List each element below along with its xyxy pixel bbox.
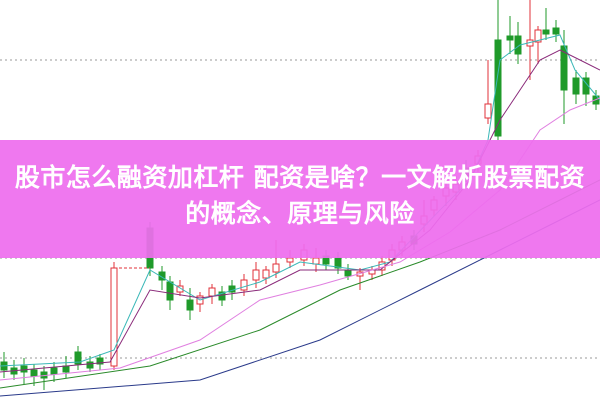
- candle-body: [494, 39, 502, 137]
- candle-body: [218, 291, 226, 301]
- article-title: 股市怎么融资加杠杆 配资是啥？一文解析股票配资的概念、原理与风险: [14, 163, 586, 228]
- candle-body: [74, 351, 82, 365]
- candle-body: [560, 45, 568, 91]
- candle-body: [262, 269, 270, 279]
- candle-body: [252, 269, 260, 281]
- candle-body: [166, 281, 174, 301]
- candle-body: [30, 369, 38, 377]
- candle-body: [572, 77, 580, 95]
- title-banner: [0, 140, 600, 258]
- candle-body: [312, 257, 320, 265]
- candle-body: [552, 27, 560, 35]
- candle-body: [158, 271, 166, 281]
- ma20-line: [0, 97, 600, 381]
- candle-body: [344, 269, 352, 277]
- candle-body: [50, 367, 58, 375]
- candle-body: [582, 77, 590, 95]
- candle-body: [208, 287, 216, 297]
- candle-body: [484, 103, 492, 119]
- candle-body: [62, 365, 70, 373]
- candle-body: [96, 357, 104, 365]
- candle-body: [20, 365, 28, 373]
- candle-body: [186, 299, 194, 311]
- candle-body: [534, 29, 542, 43]
- candle-body: [272, 263, 280, 273]
- candle-body: [86, 361, 94, 369]
- candle-body: [506, 35, 514, 41]
- candle-body: [240, 279, 248, 291]
- candle-body: [176, 285, 184, 293]
- candle-body: [542, 29, 550, 35]
- candle-body: [286, 257, 294, 263]
- candle-body: [334, 257, 342, 269]
